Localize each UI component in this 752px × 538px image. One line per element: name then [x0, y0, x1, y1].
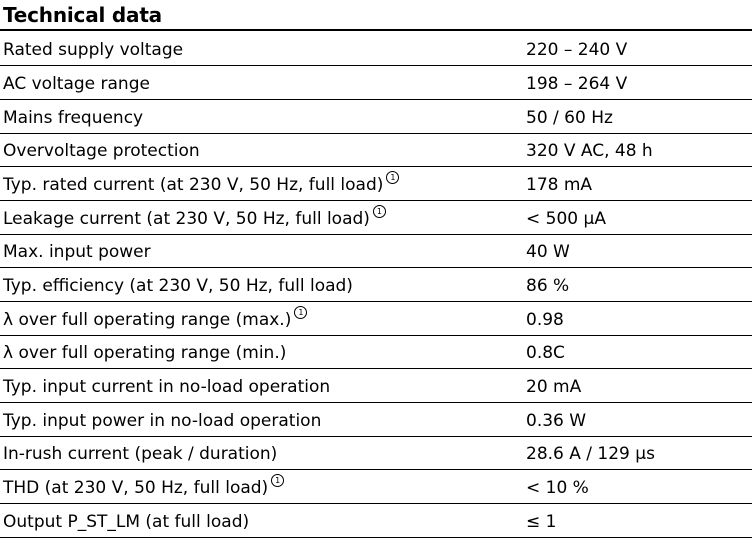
spec-value: 50 / 60 Hz: [526, 107, 613, 128]
table-row: Typ. efficiency (at 230 V, 50 Hz, full l…: [0, 268, 752, 302]
spec-label-text: Typ. input power in no-load operation: [3, 410, 322, 431]
footnote-marker: 1: [294, 305, 308, 319]
table-row: In-rush current (peak / duration) 28.6 A…: [0, 436, 752, 470]
spec-value: < 10 %: [526, 478, 589, 499]
footnote-number: 1: [386, 170, 400, 184]
title-divider: [0, 29, 752, 31]
spec-value: ≤ 1: [526, 511, 557, 532]
spec-value: 0.8C: [526, 343, 565, 364]
spec-label: Overvoltage protection: [0, 133, 522, 167]
table-row: λ over full operating range (max.) 1 0.98: [0, 302, 752, 336]
spec-label-text: Typ. input current in no-load operation: [3, 377, 331, 398]
table-row: Typ. input current in no-load operation …: [0, 369, 752, 403]
table-row: Max. input power 40 W: [0, 234, 752, 268]
spec-label-text: Typ. efficiency (at 230 V, 50 Hz, full l…: [3, 276, 353, 296]
spec-label: Typ. input current in no-load operation: [0, 369, 522, 403]
spec-value: 0.98: [526, 309, 564, 330]
spec-value: < 500 µA: [526, 208, 606, 229]
spec-label: Rated supply voltage: [0, 32, 522, 66]
spec-label: λ over full operating range (max.) 1: [0, 302, 522, 336]
spec-label-text: Leakage current (at 230 V, 50 Hz, full l…: [3, 208, 370, 229]
spec-label: Typ. efficiency (at 230 V, 50 Hz, full l…: [0, 268, 522, 302]
spec-label-text: Overvoltage protection: [3, 141, 200, 162]
spec-value: 40 W: [526, 242, 570, 263]
spec-value: 20 mA: [526, 377, 582, 398]
spec-label: Leakage current (at 230 V, 50 Hz, full l…: [0, 200, 522, 234]
spec-label: Output P_ST_LM (at full load): [0, 504, 522, 538]
spec-label-text: λ over full operating range (max.): [3, 309, 292, 330]
table-row: Leakage current (at 230 V, 50 Hz, full l…: [0, 200, 752, 235]
spec-label: λ over full operating range (min.): [0, 335, 522, 369]
spec-value: 86 %: [526, 276, 570, 296]
spec-label-text: λ over full operating range (min.): [3, 343, 287, 364]
spec-label-text: Rated supply voltage: [3, 40, 184, 61]
table-row: λ over full operating range (min.) 0.8C: [0, 335, 752, 369]
table-row: Typ. input power in no-load operation 0.…: [0, 403, 752, 437]
spec-value: 0.36 W: [526, 410, 587, 431]
table-row: THD (at 230 V, 50 Hz, full load) 1 < 10 %: [0, 470, 752, 504]
spec-label: Typ. rated current (at 230 V, 50 Hz, ful…: [0, 167, 522, 201]
spec-value: 198 – 264 V: [526, 73, 628, 94]
spec-label-text: In-rush current (peak / duration): [3, 444, 278, 465]
spec-label-text: Max. input power: [3, 242, 151, 263]
spec-label-text: Typ. rated current (at 230 V, 50 Hz, ful…: [3, 174, 384, 195]
spec-label: In-rush current (peak / duration): [0, 436, 522, 470]
spec-label-text: THD (at 230 V, 50 Hz, full load): [3, 478, 269, 499]
spec-value: 28.6 A / 129 µs: [526, 444, 655, 465]
table-row: Overvoltage protection 320 V AC, 48 h: [0, 133, 752, 167]
spec-value: 178 mA: [526, 174, 593, 195]
footnote-number: 1: [372, 204, 386, 218]
footnote-number: 1: [294, 305, 308, 319]
spec-label: Mains frequency: [0, 99, 522, 133]
spec-label: Typ. input power in no-load operation: [0, 403, 522, 437]
spec-label-text: AC voltage range: [3, 73, 150, 94]
footnote-number: 1: [271, 474, 285, 488]
footnote-marker: 1: [271, 474, 285, 488]
page-title: Technical data: [3, 3, 162, 27]
footnote-marker: 1: [386, 170, 400, 184]
table-row: AC voltage range 198 – 264 V: [0, 66, 752, 100]
table-row: Typ. rated current (at 230 V, 50 Hz, ful…: [0, 167, 752, 201]
table-row: Output P_ST_LM (at full load) ≤ 1: [0, 504, 752, 538]
spec-value: 220 – 240 V: [526, 40, 628, 61]
spec-value: 320 V AC, 48 h: [526, 141, 653, 162]
spec-label-text: Output P_ST_LM (at full load): [3, 511, 250, 532]
spec-label: Max. input power: [0, 234, 522, 268]
technical-data-table: Rated supply voltage 220 – 240 V AC volt…: [0, 32, 752, 538]
footnote-marker: 1: [372, 204, 386, 218]
spec-label: AC voltage range: [0, 66, 522, 100]
table-row: Mains frequency 50 / 60 Hz: [0, 99, 752, 134]
table-row: Rated supply voltage 220 – 240 V: [0, 32, 752, 66]
spec-label: THD (at 230 V, 50 Hz, full load) 1: [0, 470, 522, 504]
spec-label-text: Mains frequency: [3, 107, 144, 128]
